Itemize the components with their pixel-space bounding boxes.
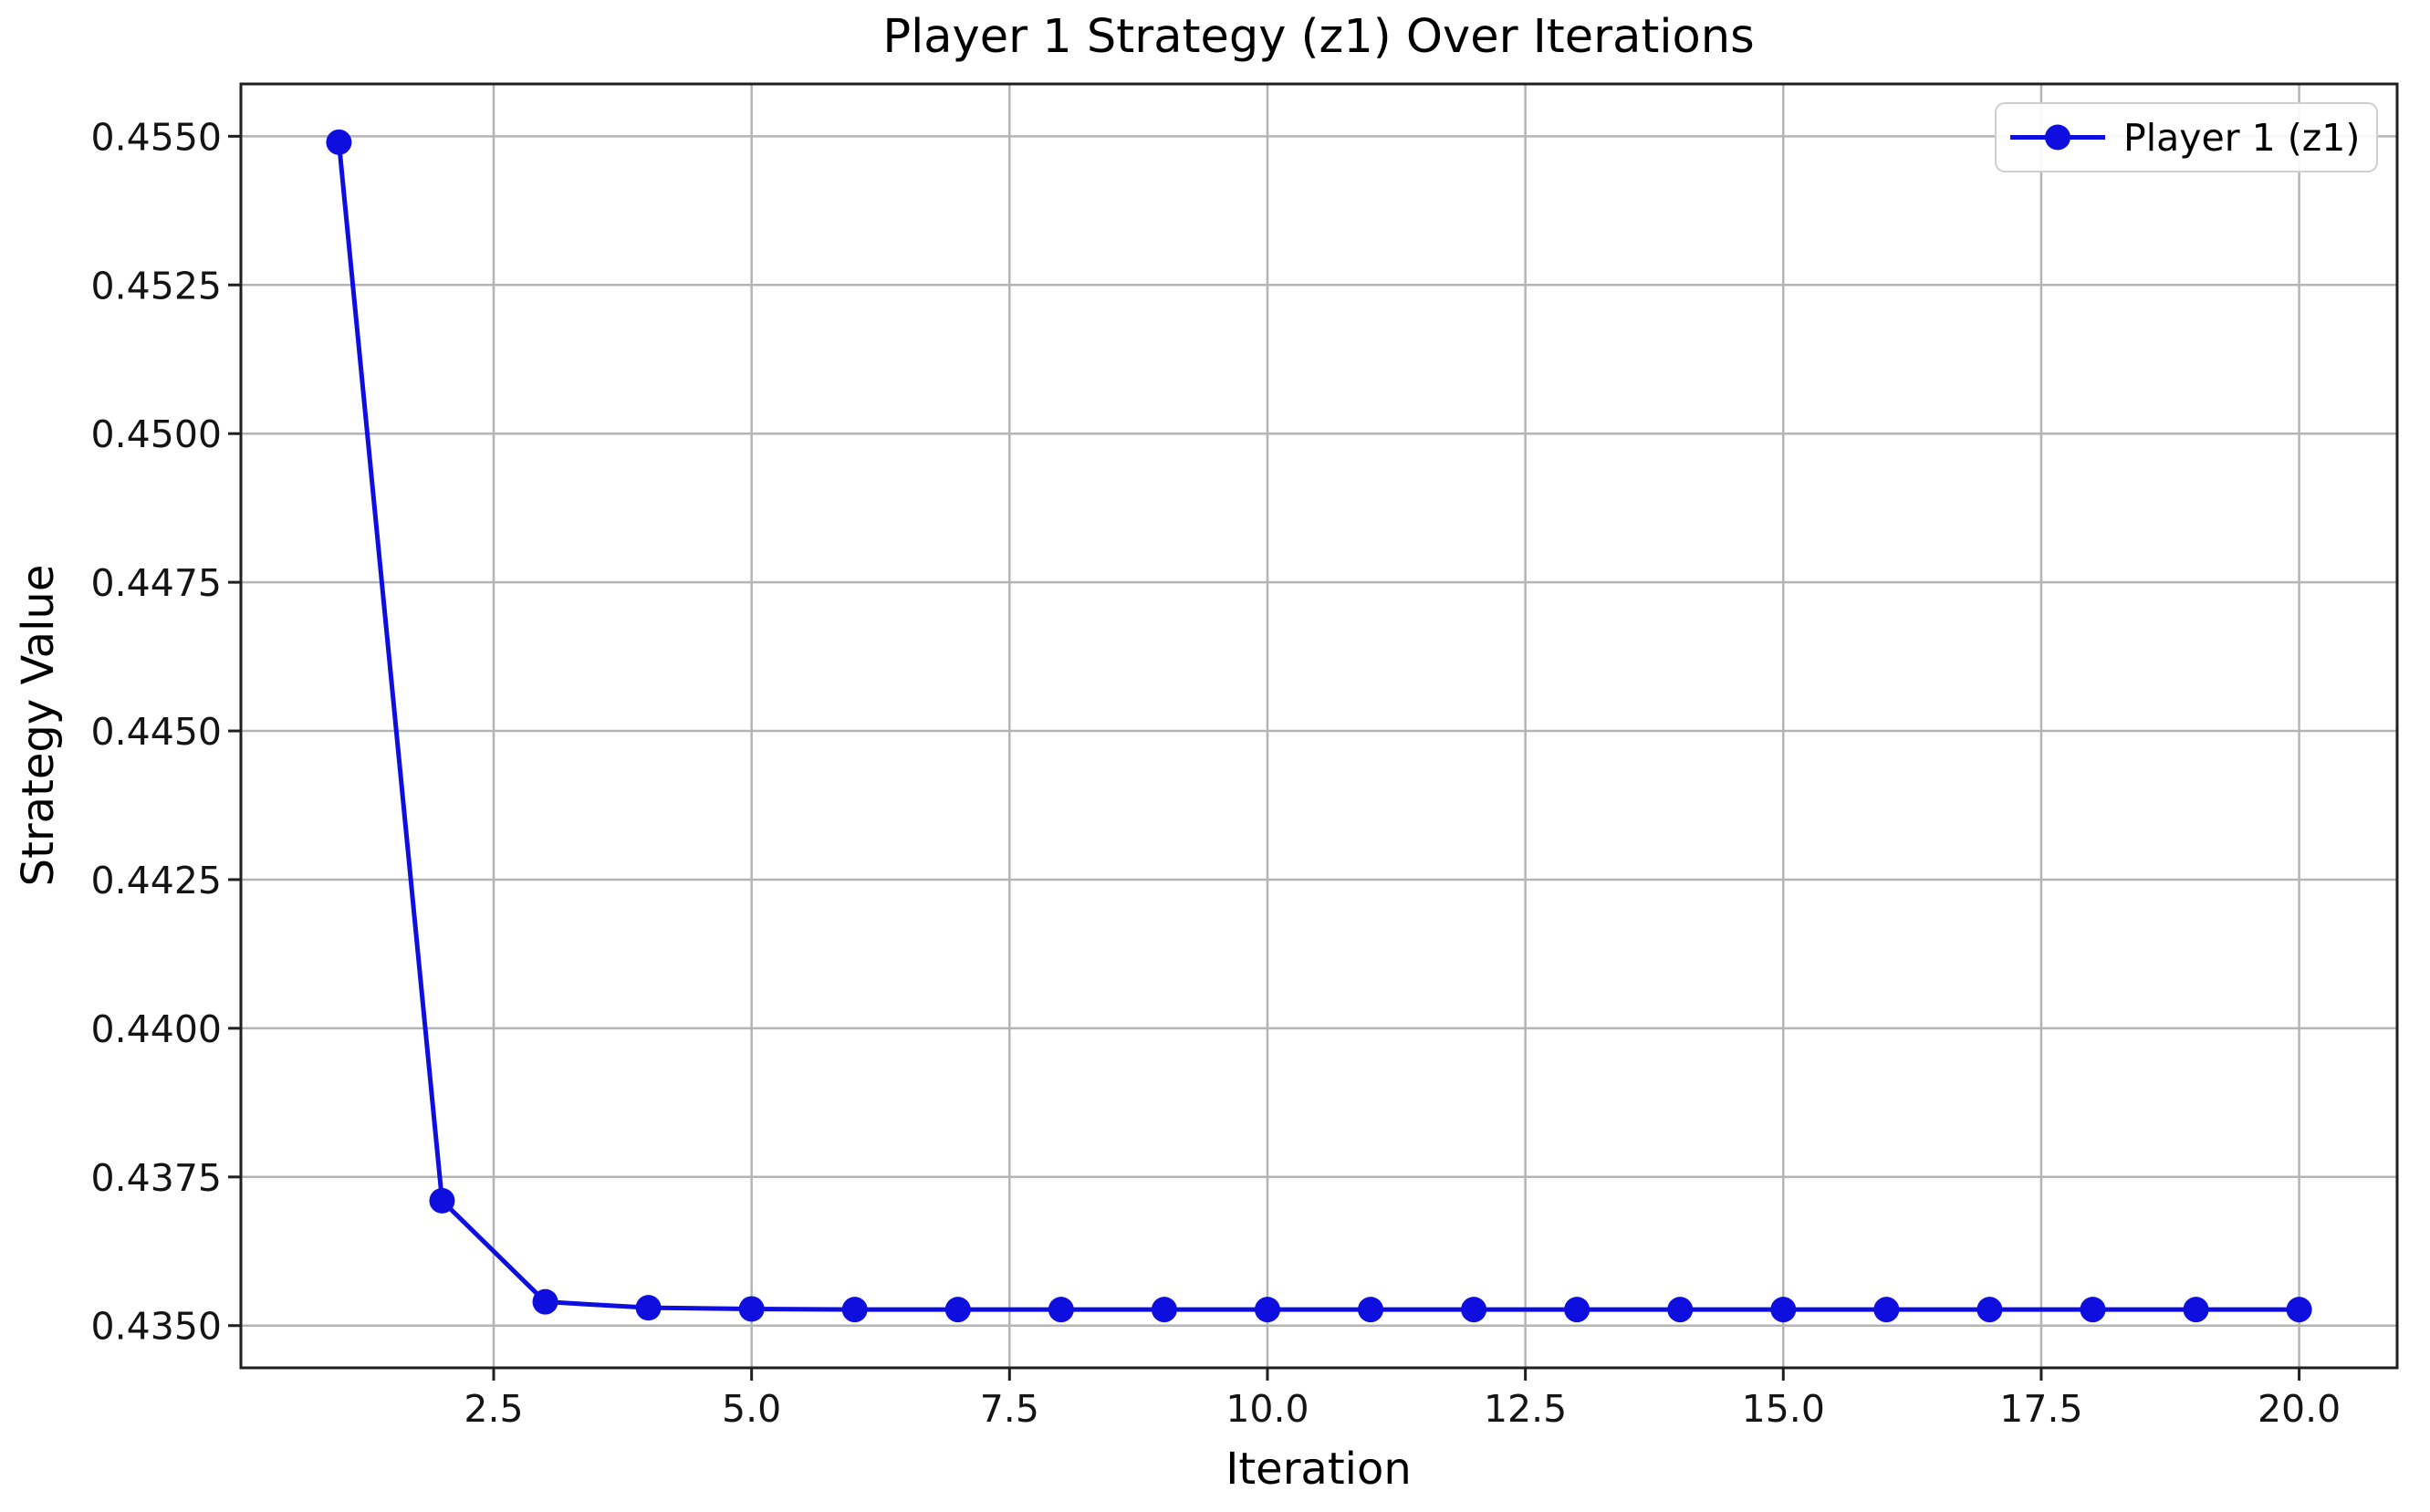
legend-marker-icon — [2045, 124, 2070, 151]
x-tick-label: 5.0 — [722, 1387, 781, 1431]
y-tick-label: 0.4350 — [91, 1305, 222, 1349]
x-tick-label: 7.5 — [980, 1387, 1039, 1431]
data-point — [1254, 1297, 1280, 1323]
x-tick-label: 12.5 — [1484, 1387, 1567, 1431]
data-point — [2183, 1297, 2209, 1323]
data-point — [429, 1187, 455, 1214]
data-point — [2080, 1297, 2106, 1323]
x-tick-label: 15.0 — [1742, 1387, 1825, 1431]
data-point — [2286, 1297, 2312, 1323]
legend-box — [1995, 102, 2378, 172]
y-tick-label: 0.4525 — [91, 264, 222, 308]
data-point — [944, 1297, 971, 1323]
data-point — [1770, 1297, 1797, 1323]
y-tick-label: 0.4550 — [91, 115, 222, 159]
y-axis-label: Strategy Value — [13, 565, 64, 887]
series-line — [336, 140, 2302, 1312]
data-point — [841, 1297, 868, 1323]
data-point — [1976, 1297, 2003, 1323]
chart-title: Player 1 Strategy (z1) Over Iterations — [882, 10, 1754, 64]
y-tick-label: 0.4400 — [91, 1007, 222, 1051]
data-point — [1873, 1297, 1900, 1323]
data-point — [532, 1288, 558, 1315]
data-point — [1461, 1297, 1487, 1323]
series-layer — [326, 129, 2312, 1323]
y-tick-label: 0.4500 — [91, 412, 222, 456]
plot-area-spines — [239, 82, 2399, 1370]
x-tick-label: 17.5 — [1999, 1387, 2082, 1431]
legend-label: Player 1 (z1) — [2123, 116, 2360, 160]
grid-layer — [241, 84, 2397, 1368]
data-point — [1048, 1297, 1074, 1323]
tick-layer: 2.5 5.0 7.5 10.0 12.5 15.0 17.5 20.0 0.4350 0.437… — [91, 115, 2341, 1431]
y-tick-label: 0.4425 — [91, 859, 222, 902]
y-tick-label: 0.4475 — [91, 561, 222, 605]
data-point — [738, 1296, 765, 1322]
data-point — [635, 1295, 662, 1321]
x-axis-label: Iteration — [1225, 1444, 1412, 1495]
x-tick-label: 10.0 — [1225, 1387, 1309, 1431]
x-tick-label: 20.0 — [2258, 1387, 2341, 1431]
legend: Player 1 (z1) — [1995, 102, 2378, 172]
y-tick-label: 0.4450 — [91, 710, 222, 754]
data-point — [1564, 1297, 1590, 1323]
data-point — [1151, 1297, 1177, 1323]
data-point — [1667, 1297, 1694, 1323]
y-tick-label: 0.4375 — [91, 1156, 222, 1200]
x-tick-label: 2.5 — [464, 1387, 523, 1431]
data-point — [1358, 1297, 1384, 1323]
data-point — [326, 129, 352, 155]
